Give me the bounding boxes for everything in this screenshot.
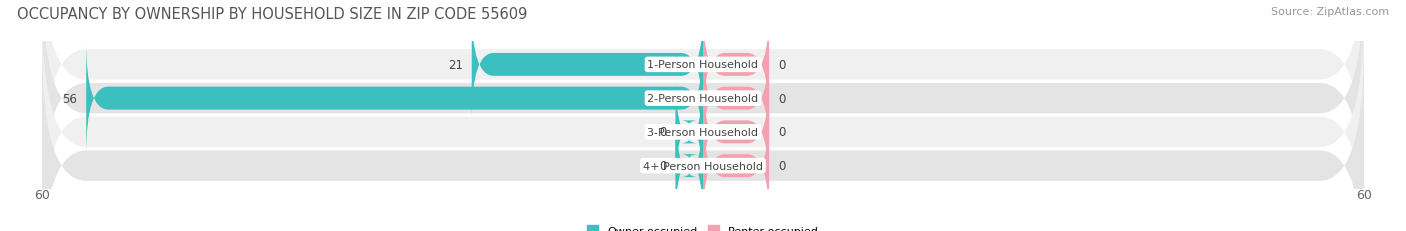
Text: 4+ Person Household: 4+ Person Household [643,161,763,171]
Legend: Owner-occupied, Renter-occupied: Owner-occupied, Renter-occupied [582,221,824,231]
Text: 0: 0 [659,126,666,139]
FancyBboxPatch shape [675,110,703,222]
FancyBboxPatch shape [675,76,703,188]
FancyBboxPatch shape [42,13,1364,231]
FancyBboxPatch shape [42,0,1364,184]
Text: 3-Person Household: 3-Person Household [648,127,758,137]
Text: 0: 0 [659,159,666,172]
Text: 0: 0 [778,59,786,72]
Text: Source: ZipAtlas.com: Source: ZipAtlas.com [1271,7,1389,17]
Text: 21: 21 [449,59,463,72]
FancyBboxPatch shape [703,76,769,188]
Text: 56: 56 [62,92,77,105]
Text: 0: 0 [778,159,786,172]
FancyBboxPatch shape [42,47,1364,231]
FancyBboxPatch shape [471,9,703,121]
FancyBboxPatch shape [703,43,769,155]
Text: OCCUPANCY BY OWNERSHIP BY HOUSEHOLD SIZE IN ZIP CODE 55609: OCCUPANCY BY OWNERSHIP BY HOUSEHOLD SIZE… [17,7,527,22]
Text: 0: 0 [778,126,786,139]
FancyBboxPatch shape [703,110,769,222]
Text: 60: 60 [34,188,51,201]
Text: 1-Person Household: 1-Person Household [648,60,758,70]
FancyBboxPatch shape [86,43,703,155]
FancyBboxPatch shape [703,9,769,121]
Text: 2-Person Household: 2-Person Household [647,94,759,104]
FancyBboxPatch shape [42,0,1364,218]
Text: 60: 60 [1355,188,1372,201]
Text: 0: 0 [778,92,786,105]
